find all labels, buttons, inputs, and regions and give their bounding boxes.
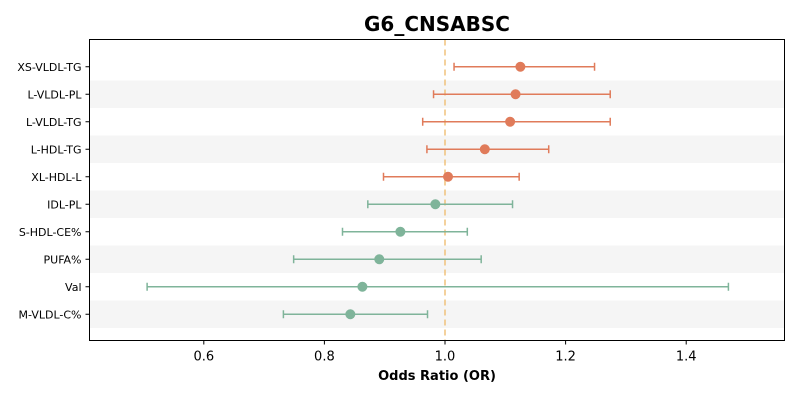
y-tick-label: PUFA% — [44, 253, 82, 266]
y-tick-label: S-HDL-CE% — [19, 226, 82, 239]
plot-frame — [89, 39, 785, 341]
y-tick-label: L-VLDL-TG — [26, 116, 82, 129]
or-point — [357, 281, 368, 292]
y-tick-label: Val — [65, 281, 81, 294]
chart-title: G6_CNSABSC — [364, 12, 510, 36]
y-tick-label: L-HDL-TG — [31, 143, 82, 156]
data-marks — [146, 61, 730, 320]
or-point — [479, 144, 490, 155]
or-point — [510, 89, 521, 100]
y-axis: XS-VLDL-TG L-VLDL-PL L-VLDL-TG L-HDL-TG XL-H… — [17, 61, 90, 321]
x-tick-label: 0.6 — [193, 350, 214, 365]
or-point — [395, 226, 406, 237]
y-tick-label: XL-HDL-L — [31, 171, 82, 184]
row-band — [89, 300, 785, 328]
or-point — [515, 61, 526, 72]
or-point — [345, 309, 356, 320]
x-tick-label: 1.0 — [435, 350, 456, 365]
x-tick-label: 0.8 — [314, 350, 335, 365]
x-axis: 0.6 0.8 1.0 1.2 1.4 — [193, 340, 697, 365]
y-tick-label: M-VLDL-C% — [19, 308, 82, 321]
x-tick-label: 1.4 — [676, 350, 697, 365]
or-point — [443, 171, 454, 182]
or-point — [505, 116, 516, 127]
x-axis-label: Odds Ratio (OR) — [378, 369, 496, 384]
or-point — [374, 254, 385, 265]
y-tick-label: IDL-PL — [47, 198, 82, 211]
or-point — [430, 199, 441, 210]
y-tick-label: L-VLDL-PL — [27, 88, 82, 101]
x-tick-label: 1.2 — [555, 350, 576, 365]
y-tick-label: XS-VLDL-TG — [17, 61, 81, 74]
